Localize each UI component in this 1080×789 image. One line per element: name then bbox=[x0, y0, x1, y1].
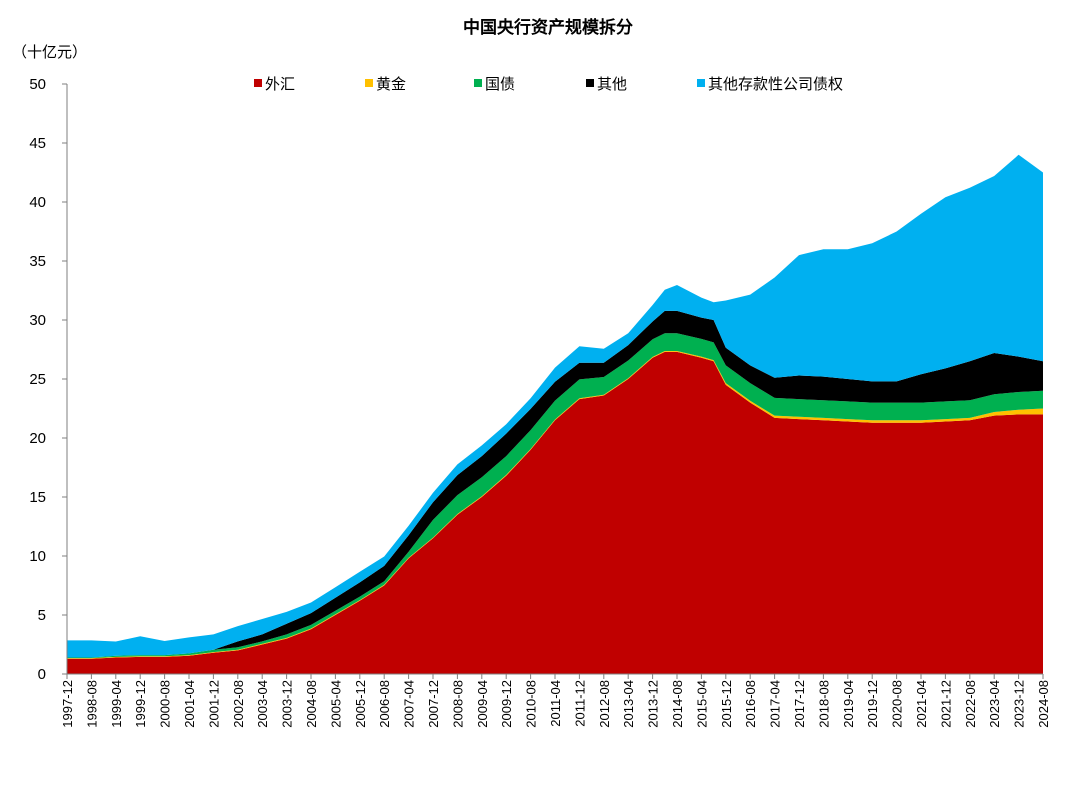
legend: 外汇 黄金 国债 其他 其他存款性公司债权 bbox=[254, 76, 843, 93]
x-tick-label: 2017-04 bbox=[768, 680, 783, 728]
legend-label: 其他 bbox=[597, 76, 627, 93]
x-tick-label: 2015-12 bbox=[719, 680, 734, 728]
x-tick-label: 2017-12 bbox=[792, 680, 807, 728]
series-areas bbox=[67, 154, 1043, 674]
x-tick-label: 2008-08 bbox=[450, 680, 465, 728]
x-tick-label: 2023-04 bbox=[987, 680, 1002, 728]
x-tick-label: 2016-08 bbox=[743, 680, 758, 728]
x-tick-label: 2000-08 bbox=[158, 680, 173, 728]
x-tick-label: 2003-12 bbox=[280, 680, 295, 728]
y-tick-label: 20 bbox=[29, 430, 46, 447]
y-tick-label: 35 bbox=[29, 253, 46, 270]
x-tick-label: 1997-12 bbox=[60, 680, 75, 728]
y-axis-unit-label: （十亿元） bbox=[12, 44, 87, 61]
x-tick-label: 2001-12 bbox=[206, 680, 221, 728]
x-tick-label: 2013-12 bbox=[646, 680, 661, 728]
x-tick-label: 2002-08 bbox=[231, 680, 246, 728]
x-tick-label: 2004-08 bbox=[304, 680, 319, 728]
legend-label: 其他存款性公司债权 bbox=[708, 76, 843, 93]
legend-label: 外汇 bbox=[265, 76, 295, 93]
x-tick-label: 2018-08 bbox=[816, 680, 831, 728]
x-tick-label: 2020-08 bbox=[890, 680, 905, 728]
axes: 0 5 10 15 20 25 30 35 40 45 50 1997-12 1998-08 1999-0… bbox=[29, 76, 1051, 728]
x-tick-label: 2006-08 bbox=[377, 680, 392, 728]
x-tick-label: 2015-04 bbox=[694, 680, 709, 728]
x-tick-label: 2011-04 bbox=[548, 680, 563, 727]
x-tick-label: 2010-08 bbox=[524, 680, 539, 728]
y-tick-label: 10 bbox=[29, 548, 46, 565]
x-tick-label: 2011-12 bbox=[572, 680, 587, 727]
legend-swatch bbox=[254, 79, 262, 87]
legend-label: 国债 bbox=[485, 76, 515, 93]
legend-swatch bbox=[474, 79, 482, 87]
legend-swatch bbox=[697, 79, 705, 87]
x-tick-label: 2023-12 bbox=[1012, 680, 1027, 728]
x-tick-label: 2012-08 bbox=[597, 680, 612, 728]
series-area-4 bbox=[67, 154, 1043, 658]
x-tick-label: 2021-04 bbox=[914, 680, 929, 728]
x-tick-label: 2003-04 bbox=[255, 680, 270, 728]
x-tick-label: 2013-04 bbox=[621, 680, 636, 728]
x-tick-label: 2019-04 bbox=[841, 680, 856, 728]
chart-title: 中国央行资产规模拆分 bbox=[463, 17, 633, 37]
x-tick-label: 2007-04 bbox=[402, 680, 417, 728]
x-tick-label: 1998-08 bbox=[84, 680, 99, 728]
x-tick-label: 1999-12 bbox=[133, 680, 148, 728]
x-tick-label: 2005-12 bbox=[353, 680, 368, 728]
y-tick-label: 45 bbox=[29, 135, 46, 152]
x-tick-label: 2005-04 bbox=[328, 680, 343, 728]
y-tick-label: 15 bbox=[29, 489, 46, 506]
x-tick-label: 2014-08 bbox=[670, 680, 685, 728]
series-area-2 bbox=[67, 333, 1043, 659]
x-tick-label: 2021-12 bbox=[938, 680, 953, 728]
y-tick-label: 25 bbox=[29, 371, 46, 388]
y-tick-label: 30 bbox=[29, 312, 46, 329]
x-tick-label: 2001-04 bbox=[182, 680, 197, 728]
x-tick-label: 2024-08 bbox=[1036, 680, 1051, 728]
series-area-0 bbox=[67, 351, 1043, 674]
y-tick-label: 5 bbox=[38, 607, 46, 624]
y-tick-label: 50 bbox=[29, 76, 46, 93]
legend-swatch bbox=[365, 79, 373, 87]
x-tick-label: 2009-12 bbox=[499, 680, 514, 728]
legend-swatch bbox=[586, 79, 594, 87]
y-tick-label: 0 bbox=[38, 666, 46, 683]
y-tick-label: 40 bbox=[29, 194, 46, 211]
series-area-3 bbox=[67, 310, 1043, 658]
legend-label: 黄金 bbox=[376, 76, 406, 93]
x-tick-label: 2022-08 bbox=[963, 680, 978, 728]
x-tick-label: 2019-12 bbox=[865, 680, 880, 728]
x-tick-label: 2007-12 bbox=[426, 680, 441, 728]
x-tick-label: 2009-04 bbox=[475, 680, 490, 728]
x-tick-label: 1999-04 bbox=[109, 680, 124, 728]
